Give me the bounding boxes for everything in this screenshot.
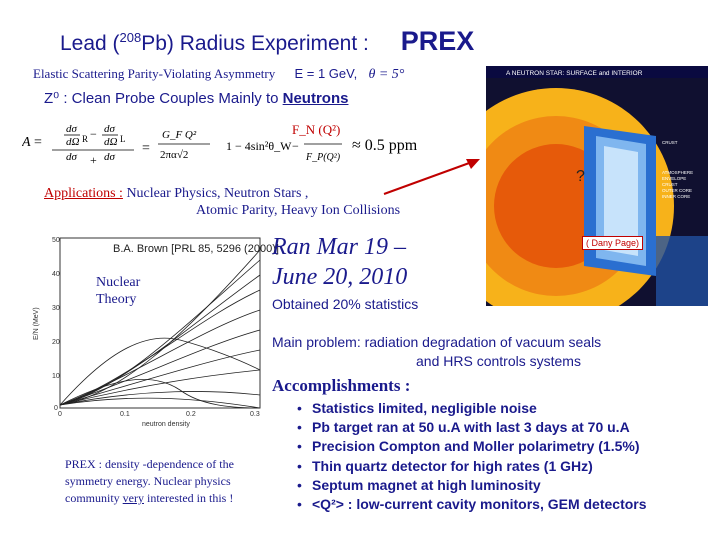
svg-text:OUTER CORE: OUTER CORE	[662, 188, 692, 193]
subtitle-text: Elastic Scattering Parity-Violating Asym…	[33, 66, 276, 81]
xtick-label: 0.1	[120, 411, 130, 418]
nuclear-theory-plot: 50 40 30 20 10 0 0 0.1 0.2 0.3 neutron d…	[33, 237, 263, 526]
svg-text:dΩ: dΩ	[66, 136, 80, 148]
nuclear-theory-line1: Nuclear	[96, 275, 141, 290]
statistics-note: Obtained 20% statistics	[272, 296, 419, 312]
svg-text:dΩ: dΩ	[104, 136, 118, 148]
svg-text:CRUST: CRUST	[662, 182, 678, 187]
svg-text:dσ: dσ	[104, 151, 116, 163]
svg-text:+: +	[90, 153, 97, 167]
plot-ylabel: E/N (MeV)	[33, 307, 40, 340]
dany-page-credit: ( Dany Page)	[582, 236, 644, 250]
slide-title: Lead (208Pb) Radius Experiment : PREX	[60, 26, 474, 57]
list-item: Pb target ran at 50 u.A with last 3 days…	[297, 418, 647, 437]
formula-gfq: G_F Q²	[162, 129, 197, 141]
formula-fp: F_P(Q²)	[305, 152, 341, 163]
svg-text:−: −	[292, 139, 299, 153]
svg-text:R: R	[82, 134, 88, 144]
plot-reference: B.A. Brown [PRL 85, 5296 (2000)]	[113, 243, 279, 255]
applications-line: Applications : Nuclear Physics, Neutron …	[44, 185, 308, 203]
plot-xlabel: neutron density	[142, 421, 190, 428]
ytick-label: 20	[52, 339, 60, 346]
xtick-label: 0.2	[186, 411, 196, 418]
prex-note-line3-pre: community	[65, 491, 123, 505]
run-line1: Ran Mar 19 –	[272, 234, 406, 260]
list-item: Precision Compton and Moller polarimetry…	[297, 437, 647, 456]
prex-note: PREX : density -dependence of the symmet…	[65, 456, 234, 507]
main-problem-line2: and HRS controls systems	[416, 353, 581, 369]
z0-prefix: Z⁰ : Clean Probe Couples Mainly to	[44, 90, 283, 107]
prex-note-line2: symmetry energy. Nuclear physics	[65, 474, 231, 488]
title-main-pre: Lead (	[60, 32, 120, 55]
formula-a: A	[22, 135, 31, 150]
nuclear-theory-line2: Theory	[96, 292, 137, 307]
svg-text:L: L	[120, 134, 126, 144]
svg-text:dσ: dσ	[66, 151, 78, 163]
asymmetry-formula: A = dσ dΩ R − dσ dΩ L dσ + dσ = G_F Q² 2…	[22, 123, 418, 167]
scattering-angle: θ = 5°	[368, 67, 405, 82]
svg-text:CRUST: CRUST	[662, 140, 678, 145]
beam-energy: E = 1 GeV,	[294, 66, 358, 81]
subtitle-line: Elastic Scattering Parity-Violating Asym…	[33, 66, 404, 83]
xtick-label: 0.3	[250, 411, 260, 418]
run-dates: Ran Mar 19 – June 20, 2010	[272, 232, 407, 292]
nuclear-theory-label: Nuclear Theory	[96, 274, 140, 308]
arrow-to-star-icon	[383, 159, 480, 195]
svg-text:ATMOSPHERE: ATMOSPHERE	[662, 170, 693, 175]
applications-line2: Atomic Parity, Heavy Ion Collisions	[196, 203, 401, 218]
list-item: Statistics limited, negligible noise	[297, 399, 647, 418]
formula-approx: ≈ 0.5 ppm	[352, 137, 418, 154]
applications-line1: Nuclear Physics, Neutron Stars ,	[122, 186, 309, 201]
xtick-label: 0	[58, 411, 62, 418]
z0-neutrons: Neutrons	[282, 90, 349, 107]
title-superscript: 208	[119, 30, 142, 45]
accomplishments-heading: Accomplishments :	[272, 376, 411, 395]
title-main-mid: Pb) Radius Experiment :	[141, 32, 369, 55]
plot-curves	[59, 249, 261, 409]
ytick-label: 10	[52, 373, 60, 380]
svg-text:?: ?	[576, 168, 585, 185]
star-title: A NEUTRON STAR: SURFACE and INTERIOR	[506, 70, 643, 77]
ytick-label: 40	[52, 271, 60, 278]
svg-text:dσ: dσ	[66, 123, 78, 135]
main-problem-line1: Main problem: radiation degradation of v…	[272, 334, 602, 350]
svg-text:−: −	[90, 127, 97, 141]
svg-text:INNER CORE: INNER CORE	[662, 194, 690, 199]
ytick-label: 0	[54, 405, 58, 412]
svg-text:=: =	[142, 141, 150, 156]
prex-note-very: very	[122, 491, 144, 505]
title-prex: PREX	[400, 26, 475, 56]
svg-text:=: =	[34, 135, 42, 150]
applications-label: Applications :	[44, 186, 123, 201]
svg-text:ENVELOPE: ENVELOPE	[662, 176, 686, 181]
list-item: Thin quartz detector for high rates (1 G…	[297, 457, 647, 476]
list-item: <Q²> : low-current cavity monitors, GEM …	[297, 495, 647, 514]
z0-probe-line: Z⁰ : Clean Probe Couples Mainly to Neutr…	[44, 89, 348, 107]
prex-note-line1: PREX : density -dependence of the	[65, 457, 234, 471]
formula-denominator: 2πα√2	[160, 149, 188, 161]
ytick-label: 30	[52, 305, 60, 312]
fn-label: F_N (Q²)	[292, 122, 341, 137]
formula-sin: 1 − 4sin²θ_W	[226, 139, 292, 153]
neutron-star-image: A NEUTRON STAR: SURFACE and INTERIOR ? C…	[486, 66, 708, 306]
svg-text:dσ: dσ	[104, 123, 116, 135]
list-item: Septum magnet at high luminosity	[297, 476, 647, 495]
ytick-label: 50	[52, 237, 60, 244]
accomplishments-list: Statistics limited, negligible noise Pb …	[297, 399, 647, 514]
prex-note-line3-post: interested in this !	[144, 491, 234, 505]
main-problem: Main problem: radiation degradation of v…	[272, 333, 601, 371]
run-line2: June 20, 2010	[272, 264, 408, 290]
